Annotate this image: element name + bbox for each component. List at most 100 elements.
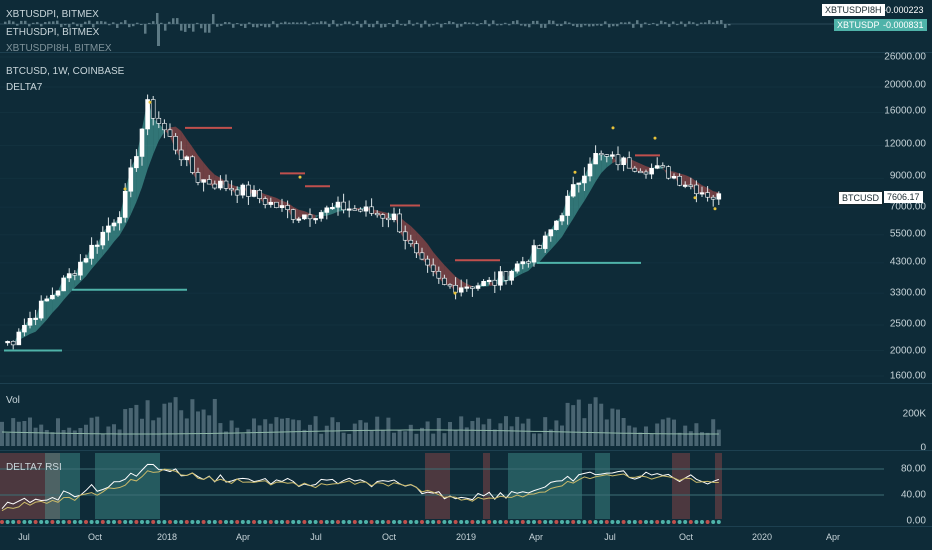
comparison-bar xyxy=(232,24,235,28)
volume-bar xyxy=(442,433,447,446)
price-label: 3300.00 xyxy=(889,287,926,299)
candle-down xyxy=(285,205,290,210)
comparison-symbol-1[interactable]: XBTUSDPI, BITMEX xyxy=(6,9,99,20)
comparison-bar xyxy=(16,24,19,26)
signal-marker xyxy=(713,207,717,211)
candle-up xyxy=(268,201,274,205)
rsi-dot xyxy=(257,520,262,524)
rsi-bear-zone xyxy=(483,453,490,519)
comparison-bar xyxy=(604,21,607,24)
time-label: Oct xyxy=(678,532,694,542)
indicator-label[interactable]: DELTA7 xyxy=(6,82,43,93)
rsi-label-0: 0.00 xyxy=(906,515,926,527)
signal-marker xyxy=(611,126,615,130)
comparison-bar xyxy=(564,21,567,24)
comparison-bar xyxy=(592,24,595,27)
rsi-dot xyxy=(218,520,223,524)
candle-down xyxy=(470,286,475,289)
price-label: 20000.00 xyxy=(884,79,926,91)
rsi-dot xyxy=(649,520,654,524)
rsi-dot xyxy=(78,520,83,524)
volume-scale[interactable]: 200K 0 xyxy=(884,384,932,454)
candle-up xyxy=(83,258,89,263)
candle-up xyxy=(363,206,369,212)
volume-bar xyxy=(39,424,44,446)
volume-bar xyxy=(5,432,10,446)
bull-band-segment xyxy=(153,118,159,155)
rsi-dot xyxy=(548,520,553,524)
candle-down xyxy=(274,201,279,208)
comparison-symbol-3[interactable]: XBTUSDPI8H, BITMEX xyxy=(6,43,112,52)
comparison-bar xyxy=(20,20,23,24)
volume-label[interactable]: Vol xyxy=(6,395,20,406)
rsi-dot xyxy=(655,520,660,524)
comparison-bar xyxy=(172,18,175,24)
comparison-bar xyxy=(8,20,11,24)
comparison-bar xyxy=(304,21,307,24)
comparison-bar xyxy=(676,24,679,26)
candle-up xyxy=(66,273,72,279)
comparison-bar xyxy=(512,21,515,24)
rsi-dot xyxy=(593,520,598,524)
volume-bar xyxy=(22,420,27,446)
rsi-dot xyxy=(151,520,156,524)
comparison-bar xyxy=(312,22,315,24)
candle-up xyxy=(251,189,257,197)
price-scale[interactable]: 26000.00 20000.00 16000.00 12000.00 9000… xyxy=(884,52,932,383)
comparison-bar xyxy=(384,24,387,28)
candle-down xyxy=(374,213,380,216)
rsi-dot xyxy=(369,520,374,524)
comparison-bar xyxy=(116,24,119,28)
volume-bar xyxy=(268,423,273,446)
comparison-bar xyxy=(412,24,415,26)
candle-up xyxy=(554,220,559,230)
volume-bar xyxy=(616,409,620,446)
rsi-scale[interactable]: 80.00 40.00 0.00 xyxy=(884,451,932,527)
volume-bar xyxy=(576,399,581,446)
rsi-dot xyxy=(364,520,368,524)
xbtusdpi8h-value-text: -0.000223 xyxy=(883,5,924,15)
comparison-bar xyxy=(680,21,683,24)
comparison-bar xyxy=(216,24,219,27)
rsi-dot xyxy=(39,520,44,524)
comparison-symbol-2[interactable]: ETHUSDPI, BITMEX xyxy=(6,27,100,38)
pane-separator-1[interactable] xyxy=(0,52,932,53)
pane-separator-3[interactable] xyxy=(0,450,932,451)
candle-down xyxy=(425,258,430,266)
rsi-dot xyxy=(95,520,100,524)
volume-bar xyxy=(201,409,206,446)
comparison-bar xyxy=(284,21,287,24)
rsi-dot xyxy=(330,520,335,524)
rsi-dot xyxy=(67,520,72,524)
candle-up xyxy=(593,153,598,165)
rsi-dot xyxy=(408,520,413,524)
comparison-bar xyxy=(100,21,103,24)
rsi-dot xyxy=(168,520,172,524)
comparison-bar xyxy=(352,24,355,26)
rsi-dot xyxy=(604,520,609,524)
volume-bar xyxy=(666,417,671,446)
signal-marker xyxy=(123,187,127,191)
pane-separator-2[interactable] xyxy=(0,383,932,384)
comparison-bar xyxy=(360,24,363,28)
price-pane[interactable]: BTCUSD, 1W, COINBASE DELTA7 xyxy=(0,53,884,383)
volume-bar xyxy=(599,403,604,446)
volume-bar xyxy=(291,419,296,446)
rsi-dot xyxy=(44,520,49,524)
comparison-bar xyxy=(404,24,407,26)
comparison-bar xyxy=(692,22,695,24)
rsi-dot xyxy=(526,520,531,524)
candle-down xyxy=(178,149,184,161)
volume-pane[interactable]: Vol xyxy=(0,384,884,450)
chart-title[interactable]: BTCUSD, 1W, COINBASE xyxy=(6,66,125,77)
rsi-label[interactable]: DELTA7 RSI xyxy=(6,462,62,473)
comparison-bar xyxy=(388,22,391,24)
rsi-dot xyxy=(431,520,436,524)
rsi-pane[interactable]: DELTA7 RSI xyxy=(0,451,884,526)
bear-band-segment xyxy=(612,154,618,165)
volume-bar xyxy=(224,431,228,446)
comparison-pane[interactable]: XBTUSDPI, BITMEX ETHUSDPI, BITMEX XBTUSD… xyxy=(0,0,884,52)
candle-up xyxy=(565,195,570,216)
btcusd-tag: BTCUSD xyxy=(838,191,884,205)
candle-down xyxy=(190,156,195,173)
